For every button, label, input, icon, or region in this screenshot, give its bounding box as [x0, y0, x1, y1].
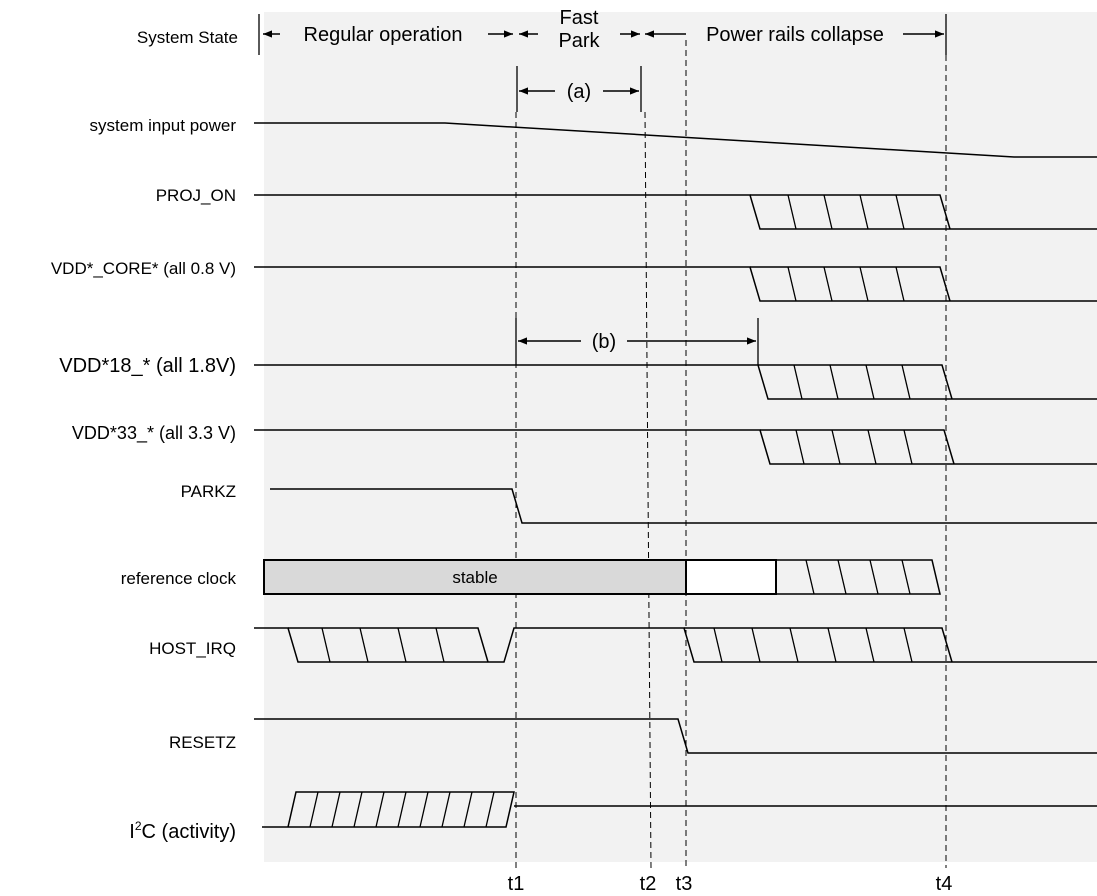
vdd18-hatch — [793, 364, 911, 400]
time-label-t4: t4 — [936, 873, 953, 895]
vdd33-hatch — [795, 429, 913, 465]
time-label-t1: t1 — [508, 873, 525, 895]
signal-label-resetz: RESETZ — [169, 733, 236, 752]
vdd18-end — [758, 364, 953, 400]
signal-label-host-irq: HOST_IRQ — [149, 639, 236, 658]
proj-on-end — [750, 194, 951, 230]
reference-clock-hatch — [805, 559, 911, 595]
system-input-power-waveform — [254, 122, 1097, 158]
host-irq-hatch — [321, 627, 913, 663]
vdd33-end — [760, 429, 955, 465]
reference-clock-collapse — [776, 559, 941, 595]
time-label-t2: t2 — [640, 873, 657, 895]
time-label-t3: t3 — [676, 873, 693, 895]
signal-label-system-input-power: system input power — [90, 116, 237, 135]
marker-a-label: (a) — [567, 81, 591, 103]
resetz-waveform — [254, 718, 1097, 754]
phase-fast-label-1: Fast — [560, 7, 599, 29]
phase-fast-label-2: Park — [558, 30, 600, 52]
host-irq-waveform-2 — [288, 627, 489, 663]
vdd-core-waveform — [254, 266, 1097, 302]
vdd33-waveform — [254, 429, 1097, 465]
vdd18-waveform — [254, 364, 1097, 400]
t2-dashed-line — [644, 111, 652, 869]
i2c-hatch — [309, 791, 495, 828]
signal-label-vdd18: VDD*18_* (all 1.8V) — [59, 355, 236, 377]
reference-clock-transition-box — [685, 559, 777, 595]
vdd-core-end — [750, 266, 951, 302]
phase-regular-label: Regular operation — [304, 24, 463, 46]
proj-on-hatch — [787, 194, 905, 230]
vdd-core-hatch — [787, 266, 905, 302]
diagram-background — [264, 12, 1097, 862]
marker-b-label: (b) — [592, 331, 616, 353]
host-irq-waveform-3 — [684, 627, 953, 663]
i2c-waveform — [262, 791, 515, 828]
signal-label-reference-clock: reference clock — [121, 569, 237, 588]
signal-label-proj-on: PROJ_ON — [156, 186, 236, 205]
parkz-waveform — [270, 488, 1097, 524]
proj-on-waveform — [254, 194, 1097, 230]
signal-label-i2c: I2C (activity) — [129, 819, 236, 843]
signal-label-vdd33: VDD*33_* (all 3.3 V) — [72, 423, 236, 444]
signal-label-vdd-core: VDD*_CORE* (all 0.8 V) — [51, 259, 236, 278]
phase-collapse-label: Power rails collapse — [706, 24, 884, 46]
reference-clock-stable-label: stable — [452, 568, 497, 587]
system-state-label: System State — [137, 28, 238, 47]
host-irq-waveform-1 — [254, 627, 1097, 663]
signal-label-parkz: PARKZ — [181, 482, 236, 501]
